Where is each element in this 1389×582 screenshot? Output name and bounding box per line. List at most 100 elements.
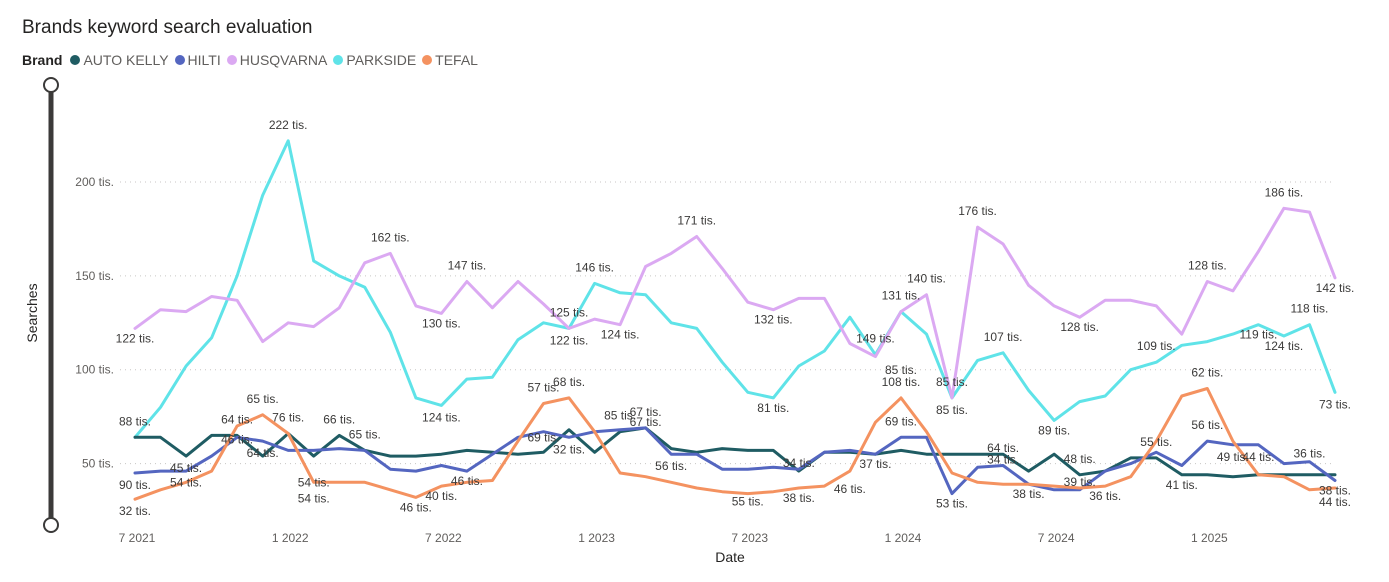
- data-label: 62 tis.: [1191, 366, 1223, 380]
- data-label: 41 tis.: [1166, 478, 1198, 492]
- data-label: 109 tis.: [1137, 339, 1176, 353]
- legend-label: PARKSIDE: [346, 52, 417, 68]
- data-label: 108 tis.: [882, 375, 921, 389]
- series-line-auto-kelly[interactable]: [133, 426, 1337, 479]
- data-label: 85 tis.: [936, 403, 968, 417]
- data-label: 49 tis.: [1217, 450, 1249, 464]
- legend-item-tefal[interactable]: TEFAL: [422, 52, 478, 68]
- data-label: 65 tis.: [247, 392, 279, 406]
- data-label: 122 tis.: [116, 331, 155, 345]
- data-label: 39 tis.: [1064, 475, 1096, 489]
- data-label: 132 tis.: [754, 313, 793, 327]
- data-label: 46 tis.: [400, 500, 432, 514]
- data-label: 32 tis.: [553, 442, 585, 456]
- data-label: 90 tis.: [119, 478, 151, 492]
- data-label: 149 tis.: [856, 332, 895, 346]
- series-line-parkside[interactable]: [133, 139, 1337, 439]
- legend-marker-icon: [174, 55, 185, 65]
- data-label: 222 tis.: [269, 118, 308, 132]
- legend-item-hilti[interactable]: HILTI: [174, 52, 221, 68]
- legend-marker-icon: [226, 55, 237, 65]
- data-label: 122 tis.: [550, 333, 589, 347]
- data-label: 53 tis.: [936, 497, 968, 511]
- slider-bottom-handle[interactable]: [43, 517, 59, 533]
- data-label: 128 tis.: [1188, 259, 1227, 273]
- legend-label: TEFAL: [435, 52, 478, 68]
- slider-top-handle[interactable]: [43, 77, 59, 93]
- data-label: 46 tis.: [221, 432, 253, 446]
- data-label: 66 tis.: [323, 412, 355, 426]
- legend-label: AUTO KELLY: [83, 52, 169, 68]
- data-label: 40 tis.: [425, 489, 457, 503]
- legend-marker-icon: [333, 55, 344, 65]
- data-label: 45 tis.: [170, 461, 202, 475]
- data-label: 119 tis.: [1239, 328, 1277, 342]
- data-label: 64 tis.: [221, 412, 253, 426]
- data-label: 146 tis.: [575, 260, 614, 274]
- data-label: 130 tis.: [422, 316, 461, 330]
- data-label: 69 tis.: [528, 431, 560, 445]
- data-label: 107 tis.: [984, 330, 1023, 344]
- data-label: 85 tis.: [604, 409, 636, 423]
- data-label: 142 tis.: [1316, 281, 1355, 295]
- data-label: 73 tis.: [1319, 397, 1351, 411]
- legend-marker-icon: [70, 55, 81, 65]
- data-label: 124 tis.: [1265, 339, 1304, 353]
- legend-item-husqvarna[interactable]: HUSQVARNA: [226, 52, 327, 68]
- data-label: 44 tis.: [1242, 450, 1274, 464]
- y-tick-label: 200 tis.: [75, 175, 114, 189]
- chart-title: Brands keyword search evaluation: [22, 17, 313, 38]
- data-label: 54 tis.: [170, 475, 202, 489]
- x-axis-title: Date: [715, 549, 745, 565]
- x-tick-label: 1 2025: [1191, 531, 1228, 545]
- data-label: 57 tis.: [528, 381, 560, 395]
- data-label: 147 tis.: [448, 259, 487, 273]
- y-tick-label: 100 tis.: [75, 363, 114, 377]
- data-label: 38 tis.: [783, 491, 815, 505]
- data-label: 46 tis.: [834, 482, 866, 496]
- x-tick-label: 7 2021: [119, 531, 156, 545]
- series-line-husqvarna[interactable]: [133, 206, 1337, 400]
- data-label: 67 tis.: [630, 405, 662, 419]
- legend-label: HILTI: [187, 52, 221, 68]
- data-label: 69 tis.: [885, 414, 917, 428]
- data-label: 68 tis.: [553, 375, 585, 389]
- data-label: 55 tis.: [1140, 435, 1172, 449]
- data-label: 54 tis.: [298, 475, 330, 489]
- y-tick-label: 150 tis.: [75, 269, 114, 283]
- data-label: 46 tis.: [451, 474, 483, 488]
- data-label: 56 tis.: [655, 459, 687, 473]
- series-line-hilti[interactable]: [133, 426, 1337, 496]
- legend-item-parkside[interactable]: PARKSIDE: [333, 52, 416, 68]
- data-label: 55 tis.: [732, 495, 764, 509]
- data-label: 64 tis.: [247, 446, 279, 460]
- data-label: 76 tis.: [272, 411, 304, 425]
- data-label: 38 tis.: [1319, 483, 1351, 497]
- data-label: 171 tis.: [677, 213, 716, 227]
- data-label: 32 tis.: [119, 504, 151, 518]
- legend-title: Brand: [22, 52, 63, 68]
- x-tick-label: 7 2022: [425, 531, 462, 545]
- data-label: 85 tis.: [885, 363, 917, 377]
- data-label: 64 tis.: [987, 441, 1019, 455]
- x-tick-label: 1 2024: [885, 531, 922, 545]
- x-tick-label: 7 2023: [731, 531, 768, 545]
- data-label: 88 tis.: [119, 414, 151, 428]
- data-label: 34 tis.: [987, 452, 1019, 466]
- x-tick-label: 1 2022: [272, 531, 309, 545]
- legend-marker-icon: [422, 55, 433, 65]
- x-tick-label: 7 2024: [1038, 531, 1075, 545]
- data-label: 56 tis.: [1191, 418, 1223, 432]
- data-label: 140 tis.: [907, 272, 946, 286]
- data-label: 67 tis.: [630, 415, 662, 429]
- data-label: 34 tis.: [783, 456, 815, 470]
- legend-item-auto-kelly[interactable]: AUTO KELLY: [70, 52, 169, 68]
- data-label: 48 tis.: [1064, 452, 1096, 466]
- y-axis-zoom-slider[interactable]: [43, 77, 59, 533]
- data-label: 125 tis.: [550, 305, 589, 319]
- series-line-tefal[interactable]: [133, 387, 1337, 501]
- data-label: 186 tis.: [1265, 185, 1304, 199]
- data-label: 124 tis.: [422, 410, 461, 424]
- data-label: 37 tis.: [859, 457, 891, 471]
